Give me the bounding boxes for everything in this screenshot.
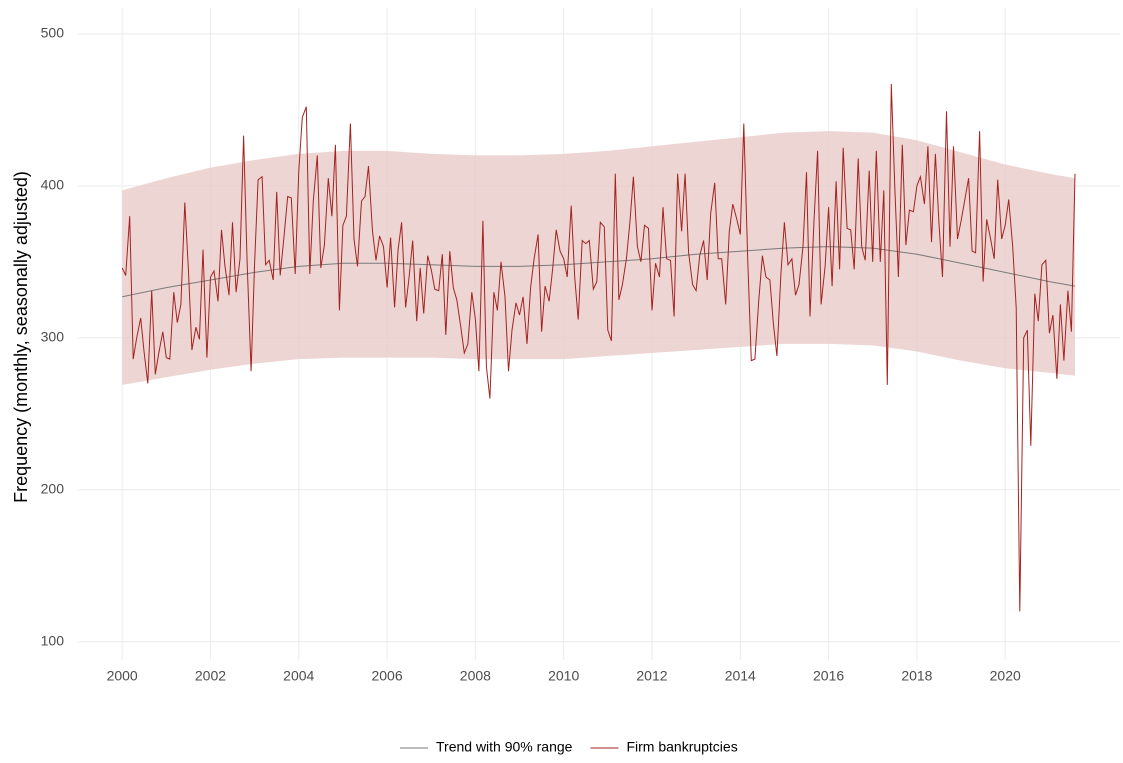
y-tick-label: 200 [41, 480, 65, 496]
x-tick-label: 2016 [813, 668, 844, 684]
x-tick-label: 2006 [371, 668, 402, 684]
x-tick-label: 2018 [901, 668, 932, 684]
y-tick-label: 100 [41, 632, 65, 648]
y-tick-label: 300 [41, 329, 65, 345]
x-tick-label: 2010 [548, 668, 579, 684]
x-tick-label: 2014 [725, 668, 756, 684]
x-tick-label: 2008 [460, 668, 491, 684]
legend-label: Firm bankruptcies [626, 739, 737, 755]
x-tick-label: 2004 [283, 668, 314, 684]
legend-label: Trend with 90% range [436, 739, 573, 755]
x-tick-label: 2000 [107, 668, 138, 684]
y-tick-label: 400 [41, 177, 65, 193]
series-line [122, 246, 1076, 298]
x-tick-label: 2020 [990, 668, 1021, 684]
series-line [121, 83, 1076, 612]
y-tick-label: 500 [41, 25, 65, 41]
y-axis-title: Frequency (monthly, seasonally adjusted) [11, 171, 31, 503]
x-tick-label: 2012 [636, 668, 667, 684]
x-tick-label: 2002 [195, 668, 226, 684]
